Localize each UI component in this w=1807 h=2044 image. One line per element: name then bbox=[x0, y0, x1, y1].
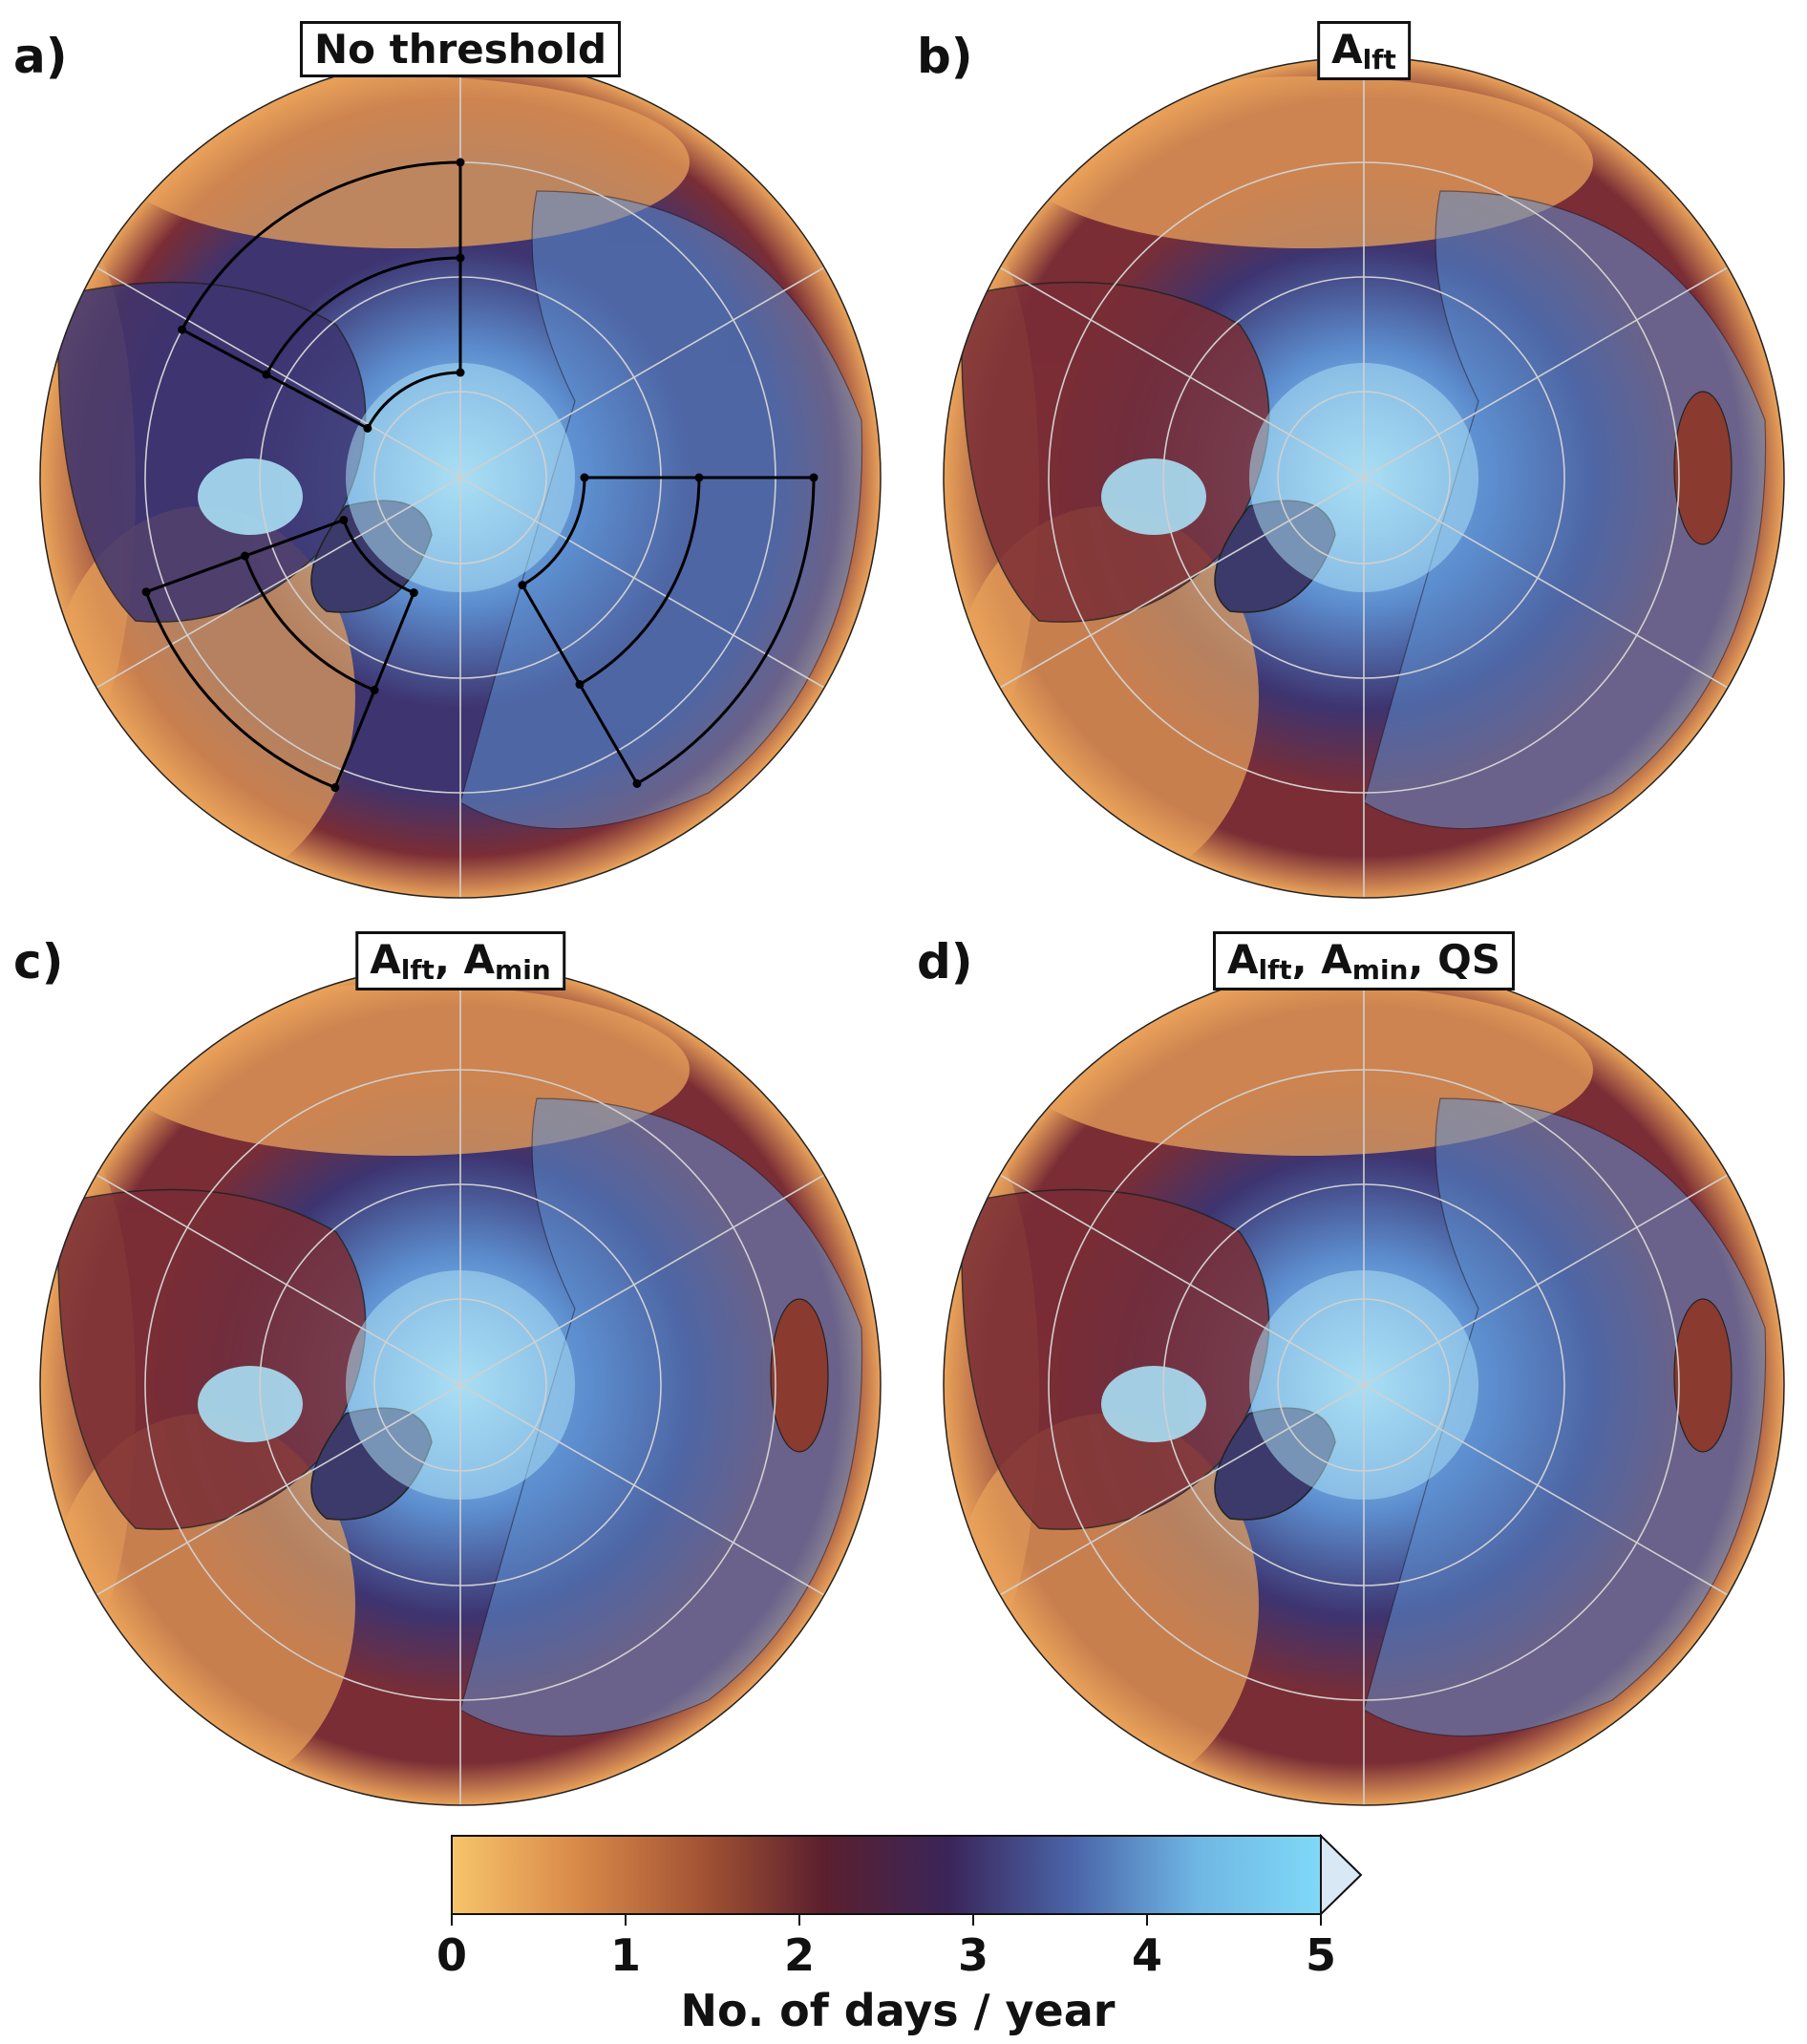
sector-vertex bbox=[178, 325, 187, 334]
title-base: A bbox=[1321, 936, 1352, 983]
tibet-plateau bbox=[770, 1298, 829, 1453]
meridian-line bbox=[1363, 266, 1729, 479]
colorbar-tick: 1 bbox=[609, 1929, 642, 1981]
eurasia-land bbox=[1363, 1097, 1767, 1737]
tibet-plateau bbox=[1673, 1298, 1733, 1453]
meridian-line bbox=[999, 266, 1365, 479]
panel-letter: c) bbox=[13, 934, 64, 990]
colorbar-tick: 5 bbox=[1305, 1929, 1337, 1981]
meridian-line bbox=[999, 477, 1365, 689]
colorbar-extend-arrow bbox=[1320, 1833, 1363, 1917]
sector-arc bbox=[244, 555, 375, 692]
sector-vertex bbox=[330, 783, 340, 793]
title-sub: min bbox=[1351, 954, 1409, 986]
title-sub: lft bbox=[400, 954, 435, 986]
sector-arc bbox=[579, 477, 701, 686]
sector-arc bbox=[521, 477, 586, 586]
title-base: A bbox=[463, 936, 496, 983]
sector-vertex bbox=[409, 588, 418, 598]
sector-arc bbox=[342, 519, 415, 594]
panel-letter: b) bbox=[917, 29, 973, 84]
panel-d: d) Alft, Amin, QS bbox=[904, 907, 1807, 1815]
panel-b: b) Alft bbox=[904, 0, 1807, 907]
meridian-line bbox=[459, 266, 825, 479]
sector-edge bbox=[181, 328, 369, 430]
sector-vertex bbox=[518, 581, 527, 590]
sector-arc bbox=[181, 160, 461, 330]
meridian-line bbox=[1363, 1174, 1729, 1386]
colorbar-bar bbox=[451, 1833, 1363, 1926]
sector-vertex bbox=[141, 587, 151, 597]
sector-vertex bbox=[370, 686, 379, 695]
hudson-bay bbox=[1101, 458, 1206, 535]
panel-title: Alft bbox=[1317, 21, 1411, 80]
title-base: QS bbox=[1437, 936, 1501, 983]
meridian-line bbox=[459, 1384, 825, 1596]
colorbar-label: No. of days / year bbox=[680, 1985, 1116, 2036]
meridian-line bbox=[459, 477, 825, 689]
colorbar-tick: 4 bbox=[1131, 1929, 1163, 1981]
polar-map bbox=[39, 964, 882, 1806]
hudson-bay bbox=[198, 1366, 303, 1442]
eurasia-land bbox=[1363, 190, 1767, 830]
colorbar-tick: 3 bbox=[957, 1929, 989, 1981]
title-sub: lft bbox=[1258, 954, 1292, 986]
panel-title-text: No threshold bbox=[313, 26, 607, 73]
panel-c: c) Alft, Amin bbox=[0, 907, 904, 1815]
panel-letter: a) bbox=[13, 29, 68, 84]
sector-vertex bbox=[456, 158, 465, 167]
meridian-line bbox=[1363, 1384, 1729, 1596]
region-boxes bbox=[141, 158, 818, 793]
sector-vertex bbox=[240, 551, 249, 561]
colorbar-tick: 0 bbox=[436, 1929, 468, 1981]
meridian-line bbox=[1363, 477, 1729, 689]
meridian-line bbox=[999, 1174, 1365, 1386]
title-sep: , bbox=[1408, 936, 1438, 983]
sector-vertex bbox=[809, 473, 818, 482]
tibet-plateau bbox=[1673, 391, 1733, 545]
sector-vertex bbox=[694, 473, 704, 482]
meridian-line bbox=[96, 266, 461, 479]
title-base: A bbox=[1331, 26, 1363, 73]
sector-vertex bbox=[363, 423, 372, 433]
colorbar-tick: 2 bbox=[783, 1929, 816, 1981]
meridian-line bbox=[999, 1384, 1365, 1596]
sector-arc bbox=[144, 591, 336, 789]
meridian-line bbox=[459, 1174, 825, 1386]
polar-map bbox=[943, 56, 1785, 899]
polar-map bbox=[39, 56, 882, 899]
hudson-bay bbox=[198, 458, 303, 535]
polar-map bbox=[943, 964, 1785, 1806]
sector-arc bbox=[265, 256, 461, 375]
title-sub: min bbox=[495, 954, 551, 986]
sector-vertex bbox=[456, 253, 465, 263]
eurasia-land bbox=[459, 190, 863, 830]
sector-arc bbox=[366, 371, 461, 430]
title-base: A bbox=[370, 936, 401, 983]
title-sep: , bbox=[434, 936, 464, 983]
panel-title: Alft, Amin, QS bbox=[1212, 931, 1516, 990]
panel-title: Alft, Amin bbox=[355, 931, 565, 990]
title-base: A bbox=[1226, 936, 1259, 983]
panel-title: No threshold bbox=[299, 21, 622, 77]
hudson-bay bbox=[1101, 1366, 1206, 1442]
eurasia-land bbox=[459, 1097, 863, 1737]
sector-vertex bbox=[456, 368, 465, 377]
panel-letter: d) bbox=[917, 934, 973, 990]
title-sep: , bbox=[1291, 936, 1322, 983]
sector-vertex bbox=[339, 515, 349, 524]
sector-vertex bbox=[262, 370, 271, 379]
meridian-line bbox=[96, 1384, 461, 1596]
panel-a: a) No threshold bbox=[0, 0, 904, 907]
colorbar-gradient bbox=[451, 1835, 1322, 1915]
sector-arc bbox=[636, 477, 816, 785]
title-sub: lft bbox=[1362, 44, 1396, 75]
meridian-line bbox=[96, 1174, 461, 1386]
sector-vertex bbox=[632, 778, 642, 788]
sector-vertex bbox=[580, 473, 589, 482]
colorbar: 0 1 2 3 4 5 No. of days / year bbox=[436, 1833, 1366, 2044]
sector-vertex bbox=[575, 680, 585, 690]
meridian-line bbox=[96, 477, 461, 689]
